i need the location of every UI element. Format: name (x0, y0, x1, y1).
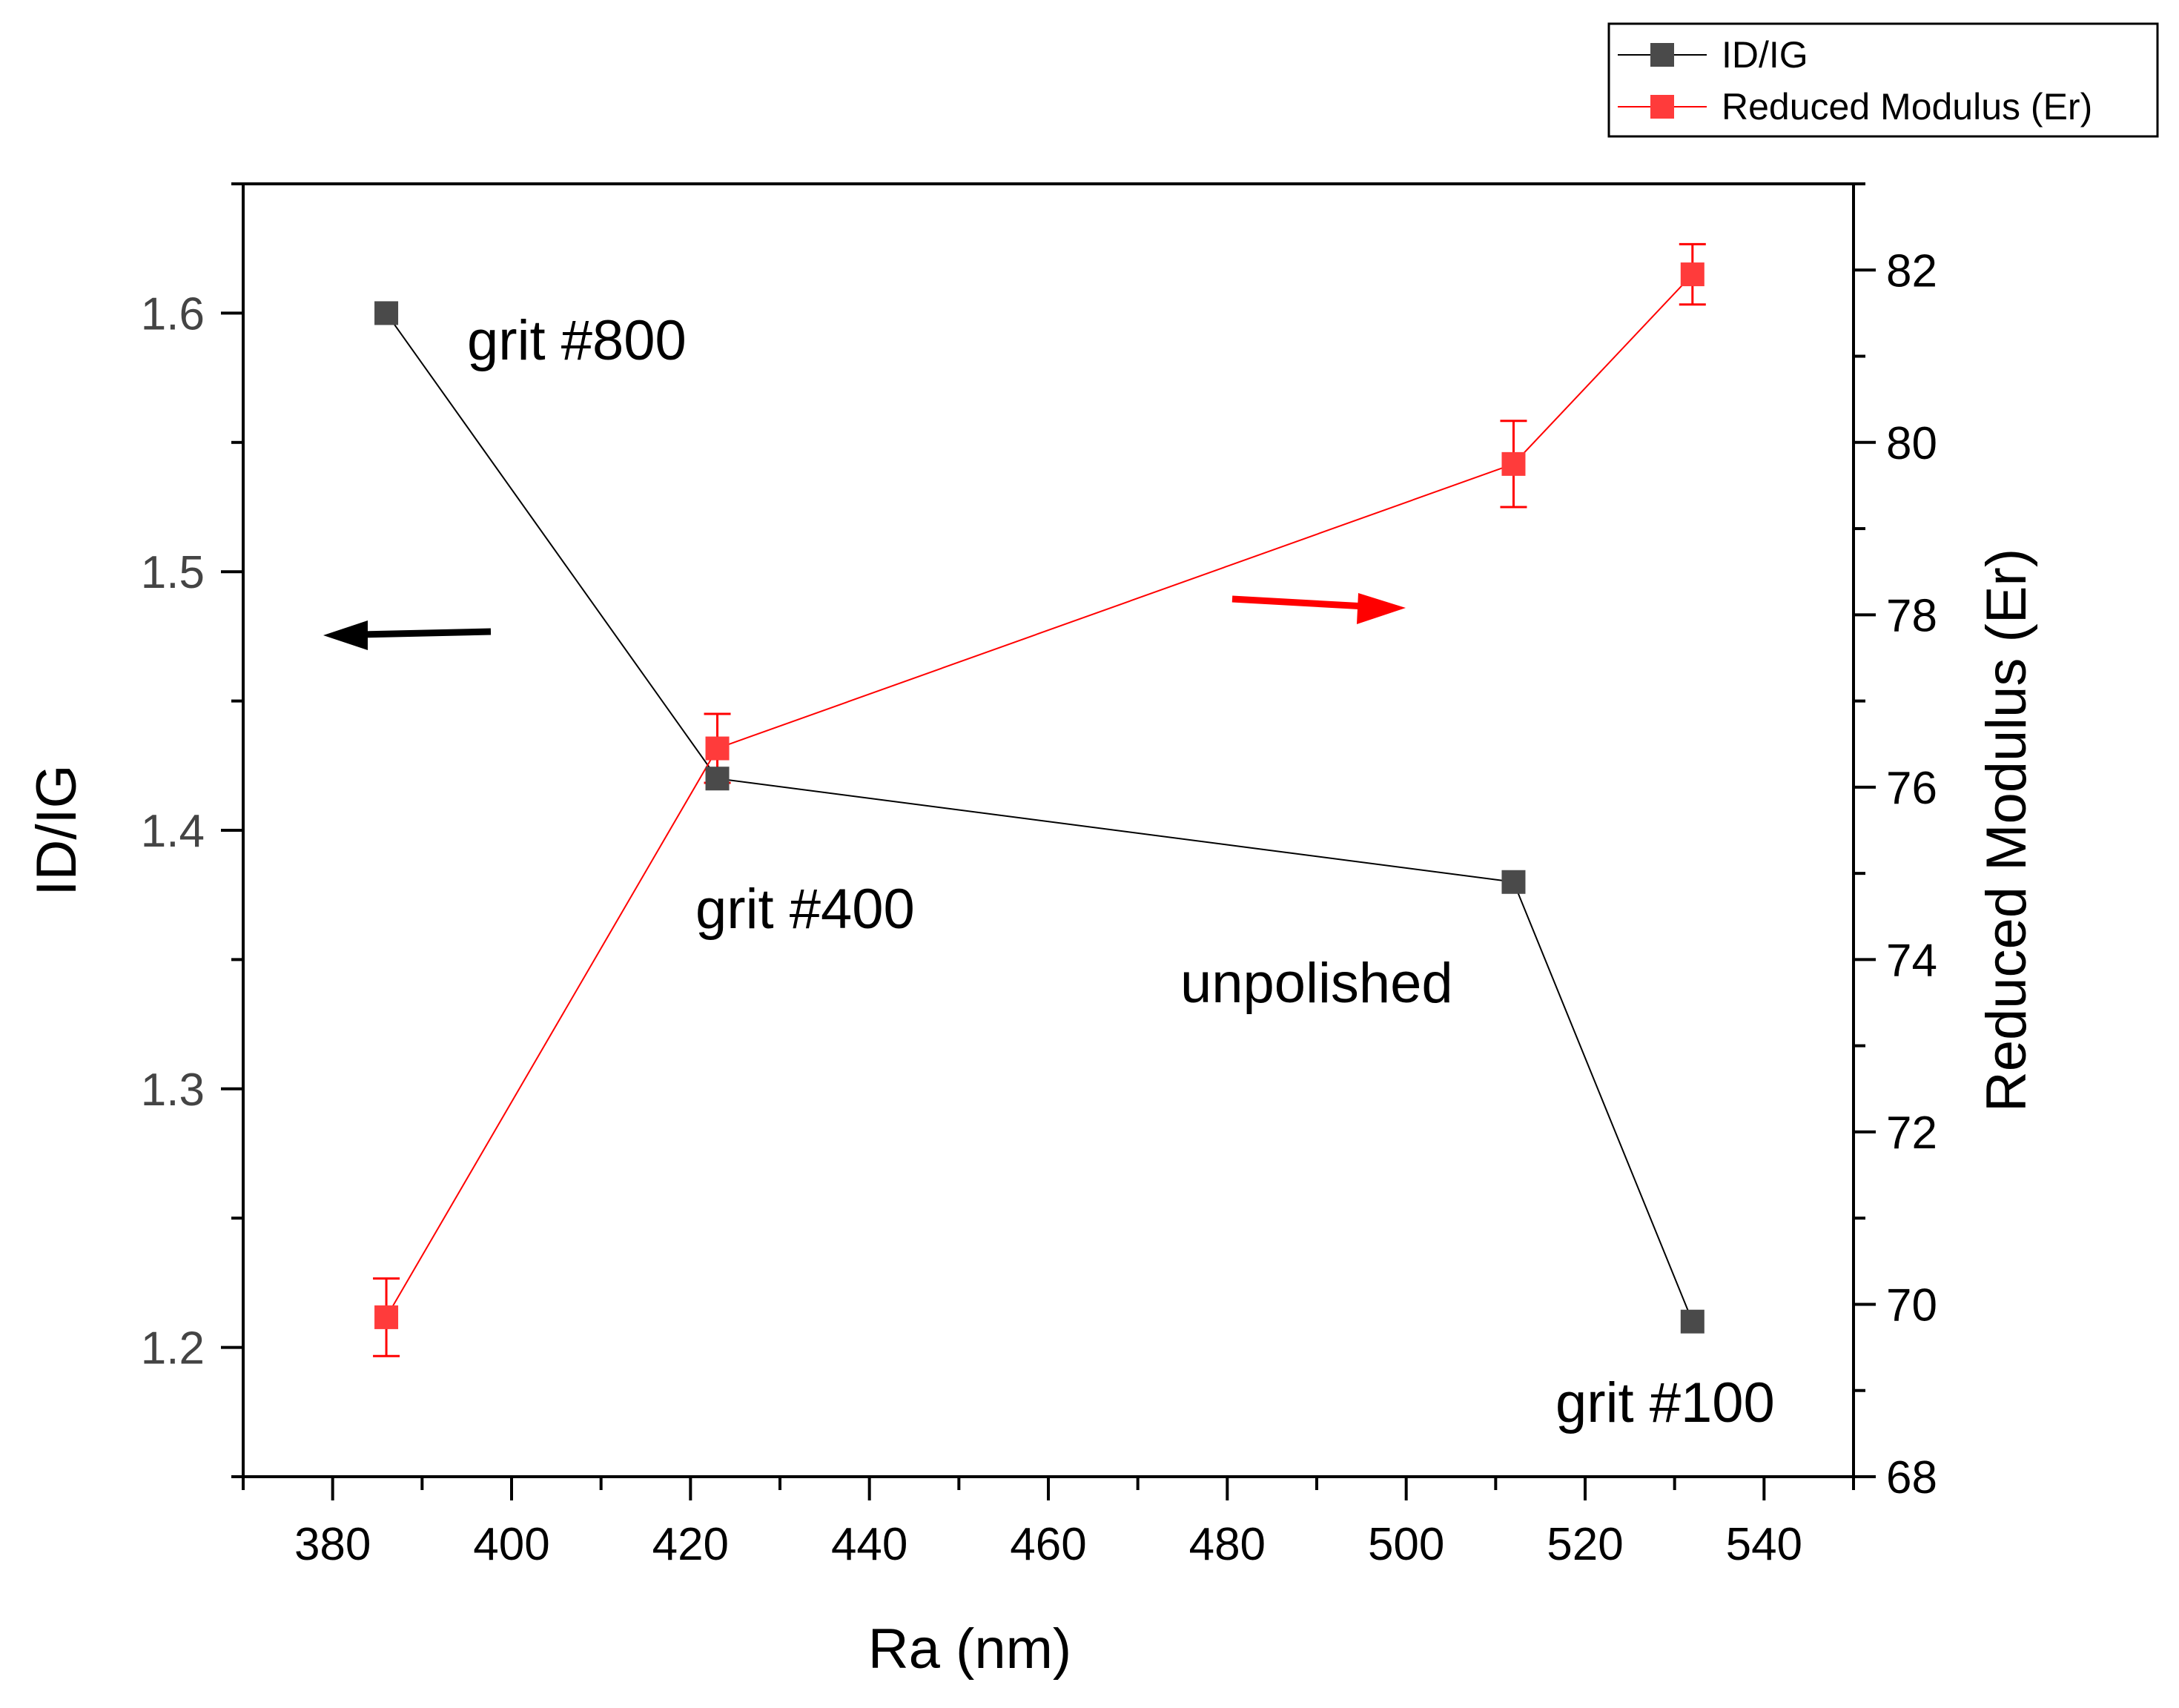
right-axis-arrow (1231, 593, 1406, 624)
error-bars (373, 242, 1706, 1357)
er-point (1501, 451, 1526, 476)
left-axis-arrow (323, 620, 492, 650)
er-point (374, 1305, 399, 1329)
annotation-grit-100: grit #100 (1555, 1371, 1775, 1434)
x-tick-label: 400 (473, 1519, 549, 1570)
er-point (705, 736, 730, 761)
annotation-unpolished: unpolished (1180, 952, 1453, 1015)
series-line-idig (386, 312, 1693, 1323)
y-left-axis-ticks: 1.2 1.3 1.4 1.5 1.6 (141, 182, 243, 1478)
legend-marker-er (1650, 95, 1674, 119)
y-right-tick-label: 74 (1886, 935, 1937, 986)
y-right-tick-label: 76 (1886, 763, 1937, 814)
y-right-axis-title: Reduced Modulus (Er) (1975, 549, 2038, 1112)
series-line-er (386, 274, 1693, 1318)
y-left-axis-title: ID/IG (25, 764, 88, 896)
legend-label-idig: ID/IG (1722, 34, 1808, 76)
y-right-tick-label: 80 (1886, 418, 1937, 469)
x-tick-label: 460 (1010, 1519, 1086, 1570)
y-right-tick-label: 72 (1886, 1108, 1937, 1159)
y-left-tick-label: 1.6 (141, 288, 205, 340)
y-left-tick-label: 1.5 (141, 547, 205, 598)
y-left-tick-label: 1.4 (141, 806, 205, 857)
y-right-tick-label: 82 (1886, 245, 1937, 297)
x-tick-label: 540 (1726, 1519, 1802, 1570)
legend: ID/IG Reduced Modulus (Er) (1607, 22, 2159, 138)
plot-frame (242, 182, 1855, 1478)
y-right-tick-label: 70 (1886, 1280, 1937, 1331)
x-axis-title: Ra (nm) (868, 1618, 1071, 1681)
y-right-tick-label: 78 (1886, 590, 1937, 641)
annotation-grit-400: grit #400 (695, 878, 915, 941)
legend-label-er: Reduced Modulus (Er) (1722, 86, 2092, 128)
data-markers (374, 262, 1704, 1334)
series-lines (386, 274, 1693, 1323)
x-tick-label: 440 (831, 1519, 907, 1570)
x-tick-label: 380 (294, 1519, 371, 1570)
x-tick-label: 500 (1368, 1519, 1444, 1570)
x-tick-label: 480 (1189, 1519, 1266, 1570)
x-axis-ticks: 380 400 420 440 460 480 500 520 540 (242, 1477, 1855, 1570)
legend-marker-idig (1650, 43, 1674, 67)
annotation-grit-800: grit #800 (467, 309, 687, 372)
legend-box (1607, 22, 2159, 138)
idig-point (705, 767, 730, 791)
idig-point (1680, 1309, 1704, 1334)
x-tick-label: 420 (652, 1519, 729, 1570)
y-left-tick-label: 1.2 (141, 1323, 205, 1374)
x-tick-label: 520 (1547, 1519, 1623, 1570)
idig-point (1501, 870, 1526, 894)
er-point (1680, 262, 1704, 287)
y-right-tick-label: 68 (1886, 1452, 1937, 1503)
y-left-tick-label: 1.3 (141, 1065, 205, 1116)
y-right-axis-ticks: 68 70 72 74 76 78 80 82 (1854, 182, 1937, 1503)
idig-point (374, 301, 399, 325)
